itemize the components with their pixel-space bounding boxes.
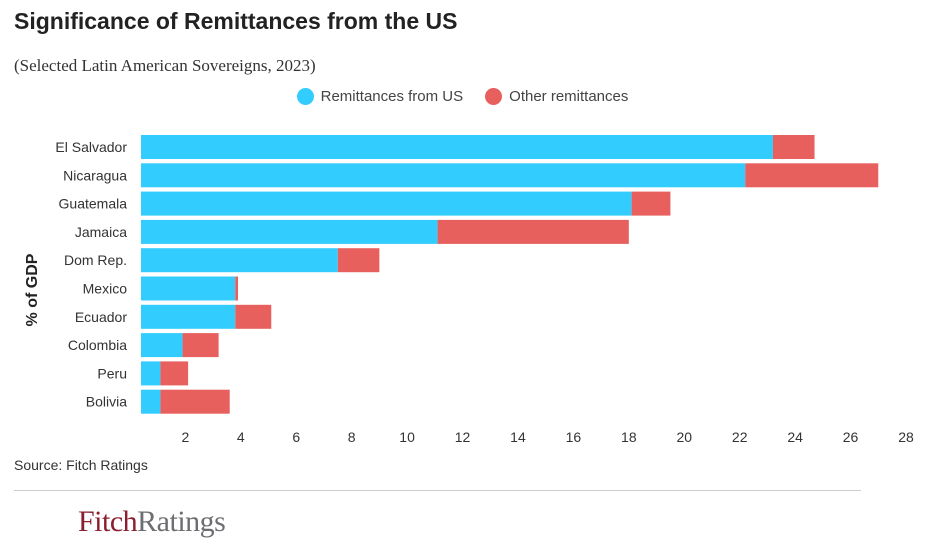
x-tick-label: 14 [510, 429, 526, 445]
bar-guatemala-other [631, 191, 671, 216]
category-label-jamaica: Jamaica [75, 224, 127, 240]
bar-jamaica-us [141, 219, 438, 244]
bar-peru-us [141, 361, 161, 386]
bar-nicaragua-us [141, 163, 746, 188]
bar-ecuador-other [235, 304, 272, 329]
x-tick-label: 26 [843, 429, 859, 445]
x-tick-label: 16 [566, 429, 582, 445]
legend: Remittances from US Other remittances [0, 88, 925, 105]
bar-ecuador-us [141, 304, 236, 329]
category-label-el-salvador: El Salvador [55, 139, 127, 155]
chart-subtitle: (Selected Latin American Sovereigns, 202… [14, 56, 316, 75]
bar-colombia-us [141, 333, 183, 358]
logo-part-ratings: Ratings [137, 505, 226, 538]
category-label-mexico: Mexico [83, 281, 128, 297]
bar-colombia-other [182, 333, 219, 358]
bar-el-salvador-other [772, 135, 815, 159]
x-tick-label: 20 [676, 429, 692, 445]
bar-dom-rep-us [141, 248, 338, 273]
x-tick-label: 12 [455, 429, 471, 445]
x-tick-label: 24 [787, 429, 803, 445]
legend-item-us: Remittances from US [296, 88, 464, 105]
x-tick-label: 22 [732, 429, 748, 445]
x-tick-label: 10 [399, 429, 415, 445]
bar-nicaragua-other [745, 163, 879, 188]
bar-mexico-other [235, 276, 239, 301]
category-label-peru: Peru [97, 365, 127, 381]
x-tick-label: 4 [237, 429, 245, 445]
y-axis-title: % of GDP [24, 253, 41, 326]
category-label-nicaragua: Nicaragua [63, 167, 127, 183]
footer-divider [14, 490, 861, 491]
legend-swatch-us [296, 88, 314, 105]
bar-dom-rep-other [337, 248, 380, 273]
chart-title: Significance of Remittances from the US [14, 8, 458, 34]
bar-peru-other [160, 361, 189, 386]
x-tick-label: 18 [621, 429, 637, 445]
bar-guatemala-us [141, 191, 632, 216]
x-tick-label: 8 [348, 429, 356, 445]
bar-bolivia-us [141, 389, 161, 414]
category-label-bolivia: Bolivia [86, 394, 127, 410]
bar-bolivia-other [160, 389, 230, 414]
bar-el-salvador-us [141, 135, 773, 159]
category-label-dom-rep: Dom Rep. [64, 252, 127, 268]
category-label-colombia: Colombia [68, 337, 127, 353]
legend-label-us: Remittances from US [320, 88, 464, 105]
legend-item-other: Other remittances [485, 88, 628, 105]
legend-swatch-other [485, 88, 503, 105]
fitch-ratings-logo: FitchRatings [78, 505, 226, 539]
x-tick-label: 6 [292, 429, 300, 445]
bar-chart: El Salvador Nicaragua Guatemala Jamaica Dom … [24, 135, 914, 445]
category-label-ecuador: Ecuador [75, 309, 127, 325]
bar-jamaica-other [437, 219, 629, 244]
legend-label-other: Other remittances [509, 88, 629, 105]
x-tick-label: 28 [898, 429, 914, 445]
source-note: Source: Fitch Ratings [14, 457, 148, 473]
bar-mexico-us [141, 276, 236, 301]
category-label-guatemala: Guatemala [59, 196, 128, 212]
x-tick-label: 2 [181, 429, 189, 445]
logo-part-fitch: Fitch [78, 505, 138, 538]
